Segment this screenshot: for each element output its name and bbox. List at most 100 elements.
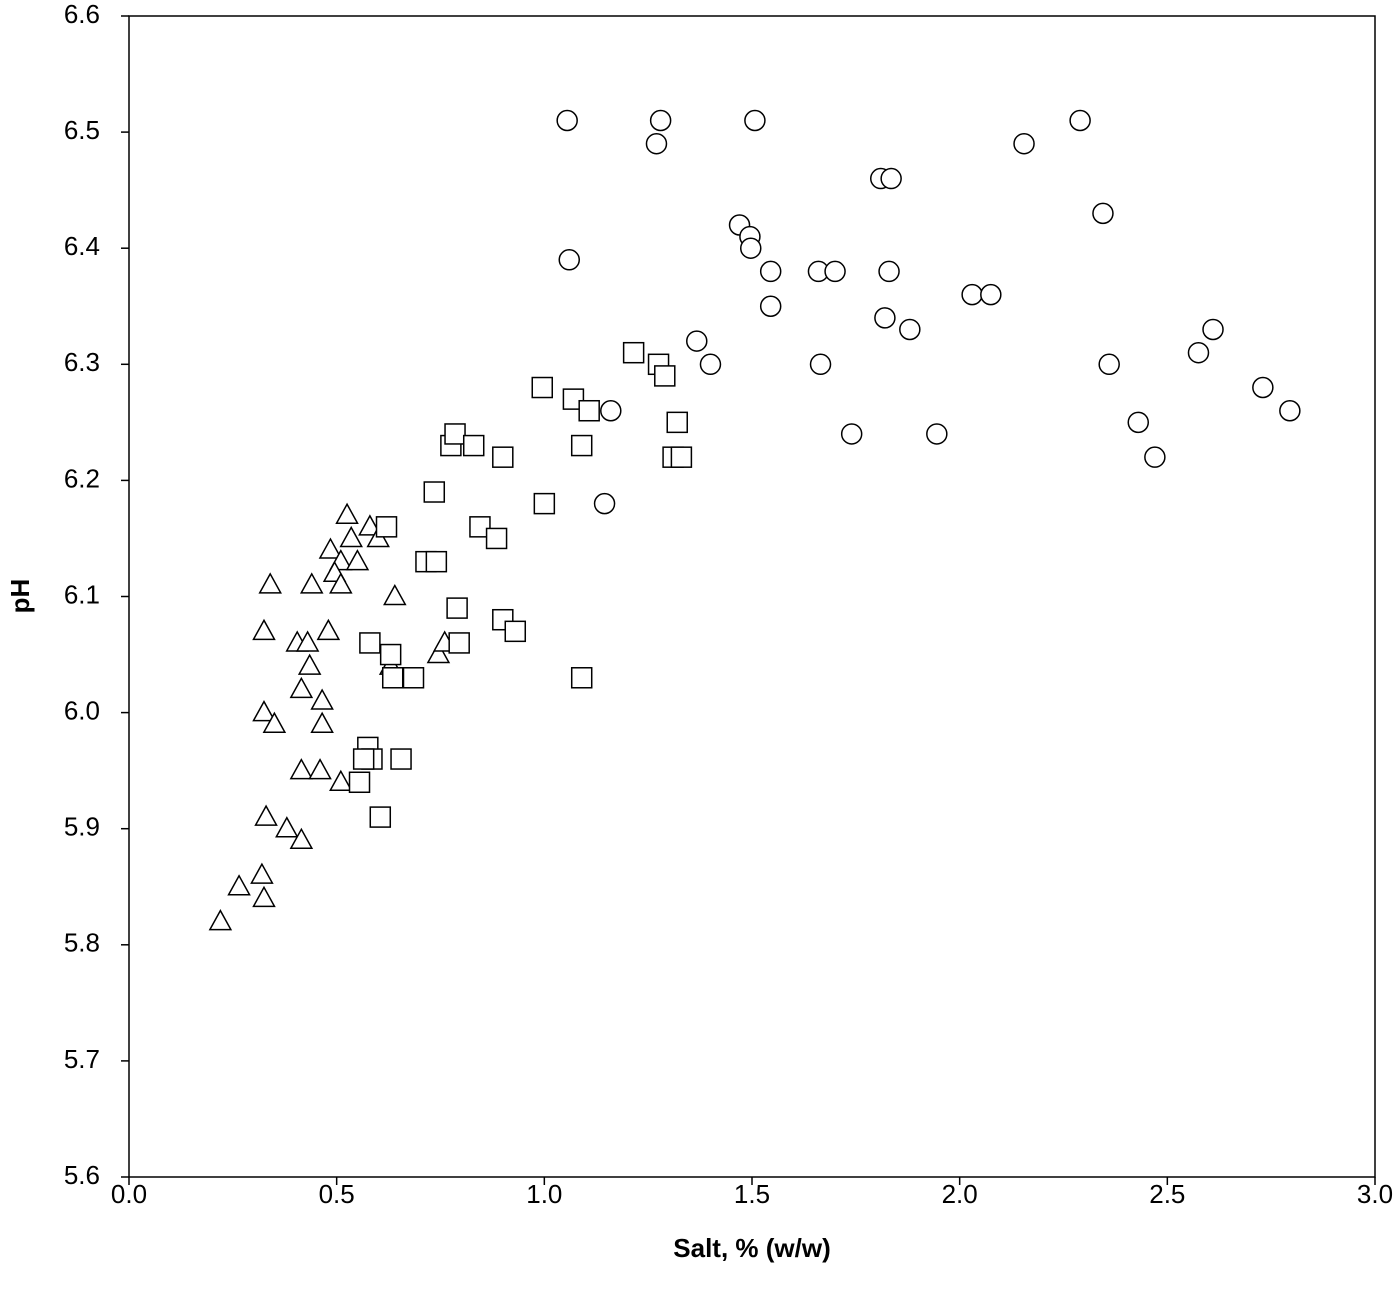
circle-point — [809, 353, 832, 376]
y-axis-title: pH — [5, 579, 35, 614]
triangle-point — [289, 758, 314, 780]
triangle-point — [289, 827, 314, 850]
circle-point — [558, 249, 581, 271]
circle-point — [759, 260, 782, 283]
triangle-point — [299, 572, 324, 594]
triangle-point — [252, 885, 276, 908]
circle-point — [1013, 132, 1035, 155]
square-point — [670, 446, 693, 468]
y-tick-label: 6.4 — [64, 231, 100, 261]
y-tick-label: 5.9 — [64, 812, 100, 842]
square-point — [348, 771, 371, 794]
circle-point — [1252, 376, 1274, 399]
triangle-point — [258, 572, 282, 594]
triangle-point — [227, 874, 251, 896]
circle-point — [878, 260, 900, 283]
triangle-point — [250, 862, 274, 884]
y-tick-label: 6.3 — [64, 347, 100, 377]
x-axis-title: Salt, % (w/w) — [673, 1233, 830, 1263]
square-point — [485, 527, 508, 550]
triangle-point — [316, 618, 341, 641]
y-tick-label: 6.5 — [64, 115, 100, 145]
triangle-point — [208, 909, 233, 931]
y-tick-label: 6.0 — [64, 695, 100, 725]
square-point — [369, 806, 392, 828]
square-point — [402, 667, 425, 689]
square-point — [352, 748, 375, 770]
circle-point — [824, 260, 846, 283]
square-point — [359, 632, 381, 654]
circle-point — [1092, 202, 1114, 225]
y-tick-label: 5.6 — [64, 1160, 100, 1190]
triangle-point — [383, 583, 407, 606]
square-point — [425, 550, 448, 573]
square-point — [622, 341, 645, 364]
circle-point — [699, 353, 722, 376]
triangle-point — [329, 769, 353, 792]
square-point — [533, 492, 556, 515]
circle-point — [1069, 109, 1091, 132]
square-point — [375, 516, 398, 538]
circle-point — [1279, 399, 1301, 422]
square-point — [654, 365, 676, 387]
square-point — [462, 434, 485, 457]
circle-point — [874, 307, 896, 329]
square-point — [448, 632, 470, 654]
triangle-point — [426, 641, 451, 664]
square-point — [381, 667, 404, 689]
y-tick-label: 6.6 — [64, 0, 100, 29]
y-tick-label: 6.1 — [64, 579, 100, 609]
triangle-point — [318, 537, 343, 559]
triangle-point — [275, 816, 299, 838]
circle-point — [1098, 353, 1120, 376]
circle-point — [686, 330, 708, 352]
y-tick-label: 5.8 — [64, 928, 100, 958]
triangle-point — [297, 653, 322, 675]
circle-point — [961, 283, 983, 306]
triangle-point — [310, 711, 334, 733]
circle-point — [556, 109, 578, 132]
triangle-point — [295, 630, 320, 652]
square-point — [578, 399, 600, 422]
square-point — [444, 423, 466, 445]
square-point — [570, 434, 593, 457]
square-point — [492, 446, 514, 468]
circle-point — [899, 318, 921, 341]
circle-point — [1127, 411, 1150, 434]
triangle-point — [345, 549, 370, 571]
circle-point — [840, 423, 863, 445]
square-point — [446, 597, 468, 619]
y-tick-label: 6.2 — [64, 463, 100, 493]
circle-point — [1187, 341, 1210, 364]
circle-point — [880, 167, 902, 190]
square-point — [423, 481, 446, 503]
circle-point — [744, 109, 766, 132]
triangle-point — [262, 711, 287, 733]
square-point — [504, 620, 527, 643]
circle-point — [759, 295, 782, 317]
square-point — [379, 643, 402, 666]
square-point — [469, 516, 491, 538]
circle-point — [1144, 446, 1166, 468]
triangle-point — [289, 676, 314, 699]
square-point — [570, 667, 593, 689]
triangle-point — [335, 502, 359, 524]
triangle-point — [254, 804, 278, 826]
triangle-point — [339, 525, 363, 548]
triangle-point — [358, 514, 382, 536]
triangle-point — [252, 618, 276, 641]
circle-point — [593, 492, 616, 515]
square-point — [666, 411, 688, 434]
y-tick-label: 5.7 — [64, 1044, 100, 1074]
circle-point — [980, 283, 1002, 306]
triangle-point — [308, 758, 332, 780]
circle-point — [649, 109, 672, 132]
circle-point — [740, 237, 762, 259]
circle-point — [600, 399, 622, 422]
circle-point — [926, 423, 948, 445]
plot-frame — [128, 15, 1376, 1178]
circle-point — [1202, 318, 1224, 341]
triangle-point — [310, 688, 334, 710]
